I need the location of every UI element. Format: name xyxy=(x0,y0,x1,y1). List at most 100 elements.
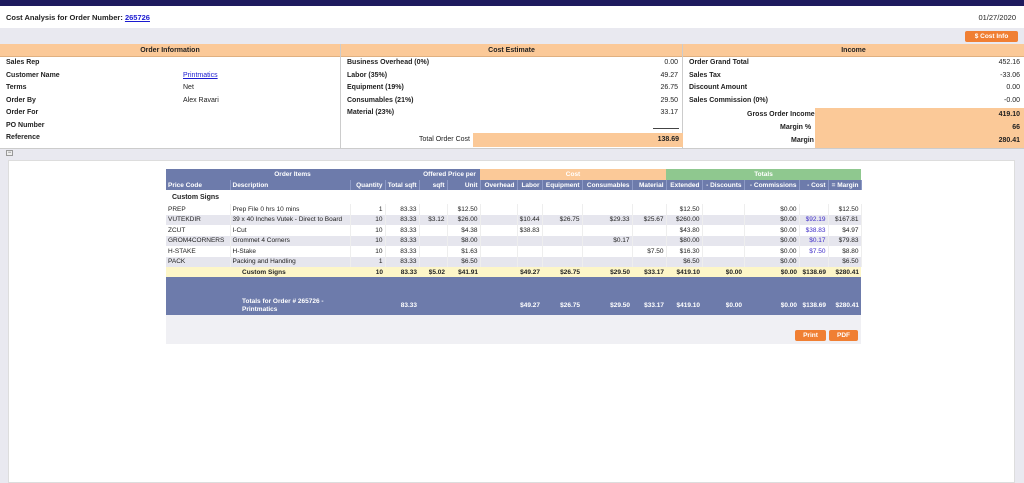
cell-total-sqft: 83.33 xyxy=(385,235,420,246)
total-overhead xyxy=(480,296,517,315)
customer-name-link[interactable]: Printmatics xyxy=(183,71,218,79)
gross-income-row: Gross Order Income 419.10 xyxy=(747,111,1020,118)
subtotal-commissions: $0.00 xyxy=(744,267,800,277)
sales-rep-row: Sales Rep xyxy=(6,59,40,66)
cost-info-button[interactable]: $ Cost Info xyxy=(965,31,1018,42)
cell-description: 39 x 40 Inches Vutek - Direct to Board xyxy=(230,214,351,225)
cell-cost xyxy=(799,256,829,267)
cell-labor: $38.83 xyxy=(517,225,543,236)
col-header-overhead: Overhead xyxy=(480,180,518,190)
table-body: PREP Prep File 0 hrs 10 mins 1 83.33 $12.50 $… xyxy=(166,204,862,267)
cell-price-code: VUTEKDIR xyxy=(166,214,231,225)
cell-margin: $4.97 xyxy=(828,225,862,236)
total-total-sqft: 83.33 xyxy=(385,296,419,315)
cell-equipment xyxy=(542,256,583,267)
cell-labor xyxy=(517,204,543,215)
col-header-quantity: Quantity xyxy=(350,180,386,190)
cell-discounts xyxy=(702,256,745,267)
total-margin: $280.41 xyxy=(828,296,862,315)
cell-overhead xyxy=(480,256,518,267)
group-offered-price: Offered Price per xyxy=(419,169,480,180)
order-items-table-wrap: Order Items Offered Price per Cost Total… xyxy=(166,169,862,344)
table-row: GROM4CORNERS Grommet 4 Corners 10 83.33 $8.0… xyxy=(166,235,862,246)
cell-commissions: $0.00 xyxy=(744,214,800,225)
subtotal-discounts: $0.00 xyxy=(702,267,745,277)
table-row: PREP Prep File 0 hrs 10 mins 1 83.33 $12.50 $… xyxy=(166,204,862,215)
total-material: $33.17 xyxy=(632,296,667,315)
cell-overhead xyxy=(480,204,518,215)
reference-row: Reference xyxy=(6,134,40,141)
cell-extended: $16.30 xyxy=(666,246,703,257)
subtotal-margin: $280.41 xyxy=(828,267,862,277)
cell-extended: $6.50 xyxy=(666,256,703,267)
title-prefix: Cost Analysis for Order Number: xyxy=(6,13,123,22)
order-number-link[interactable]: 265726 xyxy=(124,13,150,22)
cell-margin: $8.80 xyxy=(828,246,862,257)
labor-row: Labor (35%) 49.27 xyxy=(347,71,678,79)
subtotal-labor: $49.27 xyxy=(517,267,542,277)
total-unit xyxy=(447,296,480,315)
total-extended: $419.10 xyxy=(666,296,703,315)
cell-total-sqft: 83.33 xyxy=(385,214,420,225)
cell-sqft xyxy=(419,235,448,246)
cell-unit: $4.38 xyxy=(447,225,481,236)
table-row: H-STAKE H-Stake 10 83.33 $1.63 $7.50 $16.30 $0.… xyxy=(166,246,862,257)
cell-material xyxy=(632,225,667,236)
total-order-cost-highlight xyxy=(473,133,683,147)
cell-margin: $167.81 xyxy=(828,214,862,225)
total-price-code xyxy=(166,296,230,315)
subtotal-cost: $138.69 xyxy=(799,267,829,277)
cell-overhead xyxy=(480,214,518,225)
col-header-equipment: Equipment xyxy=(542,180,583,190)
pdf-button[interactable]: PDF xyxy=(829,330,858,341)
cell-unit: $8.00 xyxy=(447,235,481,246)
order-information-header: Order Information xyxy=(0,44,340,57)
cell-overhead xyxy=(480,235,518,246)
cell-quantity: 1 xyxy=(350,256,386,267)
order-date: 01/27/2020 xyxy=(978,13,1016,22)
consumables-row: Consumables (21%) 29.50 xyxy=(347,96,678,104)
cell-consumables xyxy=(582,204,633,215)
cell-total-sqft: 83.33 xyxy=(385,225,420,236)
cell-price-code: PACK xyxy=(166,256,231,267)
subtotal-sqft: $5.02 xyxy=(419,267,447,277)
print-button[interactable]: Print xyxy=(795,330,826,341)
top-bar xyxy=(0,0,1024,6)
cell-quantity: 10 xyxy=(350,214,386,225)
cell-cost xyxy=(799,204,829,215)
total-description: Totals for Order # 265726 - Printmatics xyxy=(230,296,350,315)
summary-panel: Order Information Sales Rep Customer Nam… xyxy=(0,44,1024,148)
cell-equipment: $26.75 xyxy=(542,214,583,225)
subtotal-quantity: 10 xyxy=(350,267,385,277)
cell-sqft: $3.12 xyxy=(419,214,448,225)
cell-discounts xyxy=(702,246,745,257)
cell-unit: $6.50 xyxy=(447,256,481,267)
income-header: Income xyxy=(683,44,1024,57)
cell-material xyxy=(632,204,667,215)
overhead-row: Business Overhead (0%) 0.00 xyxy=(347,59,678,66)
subtotal-equipment: $26.75 xyxy=(542,267,582,277)
cell-commissions: $0.00 xyxy=(744,235,800,246)
cell-total-sqft: 83.33 xyxy=(385,246,420,257)
grand-total-row: Order Grand Total 452.16 xyxy=(689,59,1020,66)
cell-total-sqft: 83.33 xyxy=(385,256,420,267)
subtotal-overhead xyxy=(480,267,517,277)
column-header-row: Price Code Description Quantity Total sqft s… xyxy=(166,180,862,190)
cell-price-code: H-STAKE xyxy=(166,246,231,257)
col-header-commissions: - Commissions xyxy=(744,180,800,190)
cell-material xyxy=(632,256,667,267)
minus-icon[interactable]: − xyxy=(6,150,13,156)
sales-tax-row: Sales Tax -33.06 xyxy=(689,71,1020,79)
col-header-consumables: Consumables xyxy=(582,180,633,190)
col-header-material: Material xyxy=(632,180,667,190)
cell-unit: $1.63 xyxy=(447,246,481,257)
cell-commissions: $0.00 xyxy=(744,225,800,236)
total-cost: $138.69 xyxy=(799,296,829,315)
cell-cost: $7.50 xyxy=(799,246,829,257)
col-header-unit: Unit xyxy=(447,180,481,190)
cell-sqft xyxy=(419,246,448,257)
cell-labor: $10.44 xyxy=(517,214,543,225)
cell-quantity: 10 xyxy=(350,225,386,236)
cell-cost: $38.83 xyxy=(799,225,829,236)
income-section: Income Order Grand Total 452.16 Sales Tax… xyxy=(683,44,1024,148)
